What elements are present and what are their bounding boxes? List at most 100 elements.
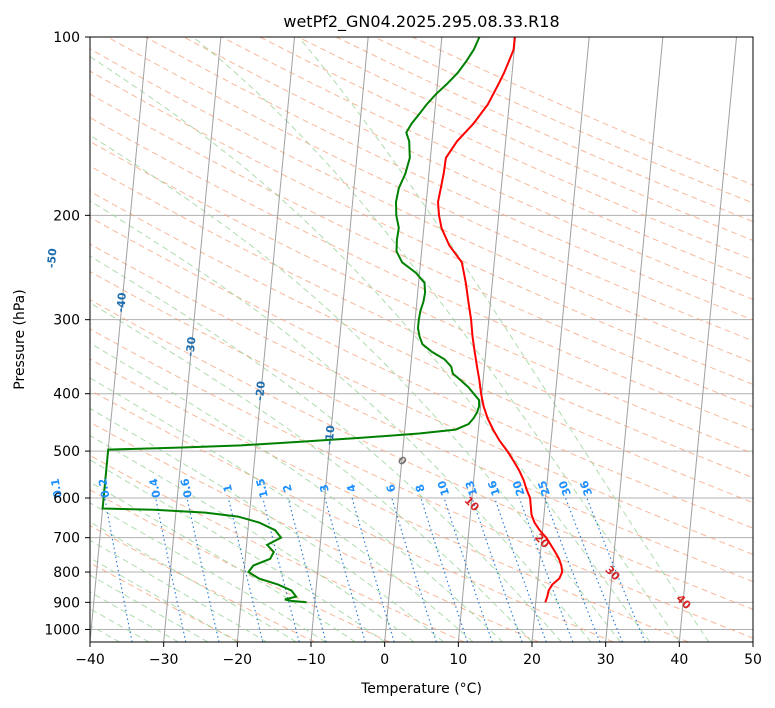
x-tick-label: 0: [380, 652, 389, 668]
y-tick-label: 1000: [44, 622, 80, 638]
x-tick-label: −10: [296, 652, 326, 668]
moist-adiabat-line: [90, 407, 444, 642]
moist-adiabat-line: [90, 539, 268, 642]
x-tick-label: 30: [597, 652, 615, 668]
plot-frame: [89, 36, 754, 643]
moist-adiabat-line: [90, 377, 474, 642]
mixing-ratio-label: 0.2: [96, 477, 112, 499]
isotherm-line: [90, 37, 148, 642]
moist-adiabat-line: [90, 255, 562, 642]
y-tick-label: 800: [53, 565, 80, 581]
dry-adiabat-line: [90, 525, 315, 642]
mixing-ratio-label: 1: [221, 483, 235, 493]
mixing-ratio-label: 13: [463, 479, 480, 498]
mixing-ratio-line: [155, 497, 187, 642]
x-tick-label: −20: [223, 652, 253, 668]
dewpoint-trace: [101, 37, 481, 604]
mixing-ratio-line: [586, 497, 646, 642]
dry-adiabat-line: [90, 358, 689, 642]
x-tick-label: 40: [670, 652, 688, 668]
x-tick-label: 20: [523, 652, 541, 668]
dry-adiabat-line: [90, 190, 753, 504]
mixing-ratio-label: 10: [435, 479, 452, 498]
y-axis-title: Pressure (hPa): [12, 289, 28, 389]
y-tick-label: 100: [53, 30, 80, 46]
mixing-ratio-label: 8: [413, 483, 428, 494]
mixing-ratio-label: 0.1: [49, 477, 65, 498]
dry-adiabat-line: [107, 37, 753, 342]
x-tick-label: −30: [149, 652, 179, 668]
dry-adiabat-line: [90, 270, 753, 583]
isotherm-label: -10: [323, 424, 338, 445]
moist-adiabat-line: [90, 557, 238, 642]
y-tick-label: 200: [53, 208, 80, 224]
isotherm-line: [678, 37, 738, 642]
mixing-ratio-label: 20: [510, 478, 528, 497]
moist-adiabat-line: [192, 37, 680, 642]
mixing-ratio-line: [544, 497, 601, 642]
isotherm-line: [310, 37, 369, 642]
plot-area: [90, 37, 753, 642]
mixing-ratio-line: [227, 497, 264, 642]
isotherm-label: -30: [184, 336, 199, 357]
mixing-ratio-label: 16: [485, 478, 502, 497]
dry-adiabat-line: [90, 562, 241, 642]
mixing-ratio-label: 0.6: [178, 477, 195, 499]
isotherm-line: [457, 37, 517, 642]
axes: −40 −30 −20 −10 0 10 20 30 40 5010020030040050060…: [44, 30, 762, 668]
isotherm-line: [163, 37, 222, 642]
temperature-trace: [436, 37, 564, 603]
dry-adiabat-line: [90, 243, 753, 556]
dry-adiabat-line: [90, 116, 753, 431]
moist-adiabat-line: [90, 521, 297, 642]
x-tick-label: −40: [75, 652, 105, 668]
mixing-ratio-line: [186, 497, 220, 642]
dry-adiabat-line: [90, 454, 465, 642]
mixing-ratio-label: 25: [535, 479, 552, 498]
mixing-ratio-line: [104, 497, 133, 642]
mixing-ratio-label: 6: [384, 482, 399, 493]
moist-adiabat-line: [90, 574, 209, 642]
moist-adiabat-line: [90, 502, 326, 642]
dry-adiabat-line: [90, 93, 753, 408]
x-tick-label: 50: [744, 652, 762, 668]
y-tick-label: 300: [53, 313, 80, 329]
x-tick-label: 10: [449, 652, 467, 668]
moist-adiabat-line: [90, 56, 651, 642]
y-tick-label: 600: [53, 491, 80, 507]
moist-adiabat-line: [90, 342, 503, 642]
mixing-ratio-label: 3: [317, 483, 332, 494]
moist-adiabat-line: [90, 459, 385, 642]
mixing-ratio-label: 4: [344, 482, 359, 493]
mixing-ratio-line: [324, 497, 366, 642]
mixing-ratio-line: [287, 497, 327, 642]
mixing-ratio-line: [565, 497, 623, 642]
moist-adiabat-line: [298, 37, 710, 642]
y-tick-label: 500: [53, 444, 80, 460]
x-axis-title: Temperature (°C): [360, 681, 482, 697]
moist-adiabat-line: [90, 591, 179, 642]
plot-overlay: -100-90-80-70-60-50-40-30-20-100.10.20.4…: [45, 247, 694, 612]
moist-adiabat-line: [90, 134, 621, 642]
isotherm-label: -50: [45, 247, 60, 268]
y-tick-label: 400: [53, 387, 80, 403]
chart-title: wetPf2_GN04.2025.295.08.33.R18: [283, 12, 559, 32]
mixing-ratio-label: 30: [556, 478, 574, 497]
dry-adiabat-line: [90, 421, 540, 642]
isotherm-label: -40: [114, 292, 129, 313]
isotherm-line: [236, 37, 296, 642]
isotherm-line: [384, 37, 443, 642]
moist-adiabat-line: [90, 200, 592, 642]
dry-adiabat-line: [90, 165, 753, 479]
mixing-ratio-label: 2: [280, 483, 294, 494]
mixing-ratio-label: 36: [577, 478, 595, 497]
y-tick-label: 900: [53, 595, 80, 611]
mixing-ratio-label: 1.5: [254, 477, 271, 499]
mixing-ratio-label: 0.4: [147, 477, 164, 499]
dry-adiabat-line: [90, 389, 614, 642]
y-tick-label: 700: [53, 531, 80, 547]
isotherm-line: [605, 37, 664, 642]
isotherm-line: [531, 37, 590, 642]
